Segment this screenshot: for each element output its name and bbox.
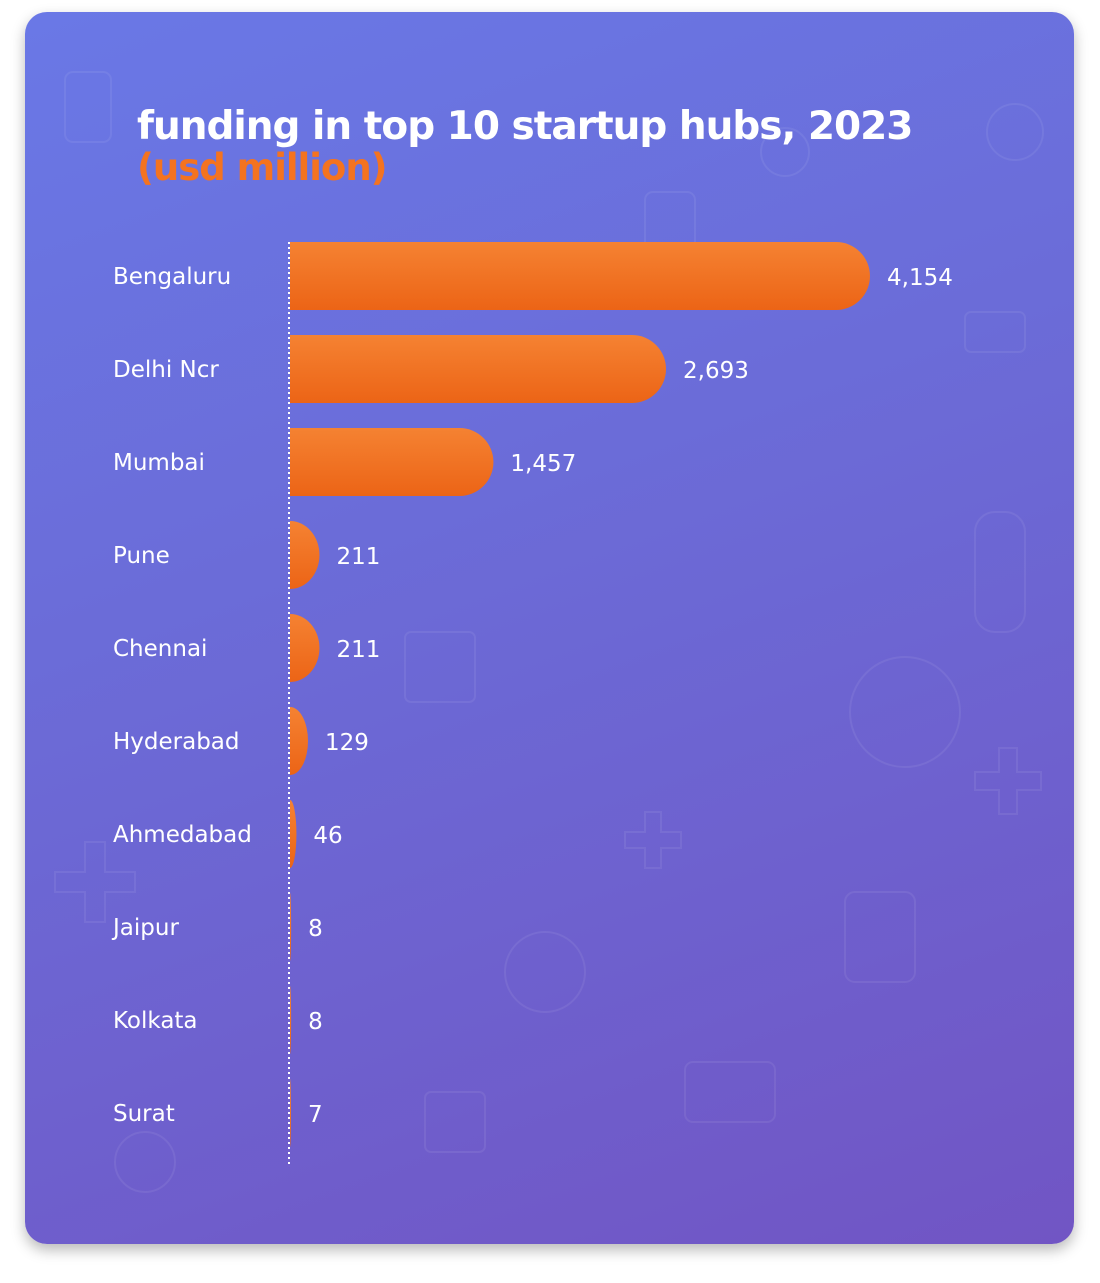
bar (290, 986, 292, 1054)
category-label: Pune (113, 543, 170, 569)
chart-subtitle: (usd million) (137, 146, 388, 189)
value-label: 1,457 (510, 451, 576, 477)
bar (290, 707, 309, 775)
category-label: Chennai (113, 636, 207, 662)
value-label: 211 (336, 544, 380, 570)
bar (290, 428, 494, 496)
category-label: Kolkata (113, 1008, 198, 1034)
value-label: 8 (308, 1009, 323, 1035)
value-label: 129 (325, 730, 369, 756)
value-label: 8 (308, 916, 323, 942)
bar (290, 1079, 291, 1147)
category-label: Bengaluru (113, 264, 231, 290)
bar (290, 242, 870, 310)
bar-chart: Bengaluru 4,154 Delhi Ncr 2,693 Mumbai 1,457 P… (111, 242, 953, 1167)
category-label: Jaipur (111, 915, 179, 941)
bar (290, 335, 667, 403)
background-doodle-pattern (54, 71, 1044, 1193)
category-label: Delhi Ncr (113, 357, 219, 383)
bar (290, 800, 297, 868)
value-label: 4,154 (887, 265, 953, 291)
category-label: Surat (113, 1101, 175, 1127)
chart-title: funding in top 10 startup hubs, 2023 (137, 104, 913, 149)
bar (290, 614, 320, 682)
value-label: 2,693 (683, 358, 749, 384)
bar (290, 521, 320, 589)
category-label: Hyderabad (113, 729, 240, 755)
chart-card: funding in top 10 startup hubs, 2023 (us… (25, 12, 1074, 1244)
category-label: Mumbai (113, 450, 205, 476)
bar (290, 893, 292, 961)
value-label: 46 (313, 823, 342, 849)
category-label: Ahmedabad (113, 822, 252, 848)
value-label: 211 (336, 637, 380, 663)
value-label: 7 (308, 1102, 323, 1128)
